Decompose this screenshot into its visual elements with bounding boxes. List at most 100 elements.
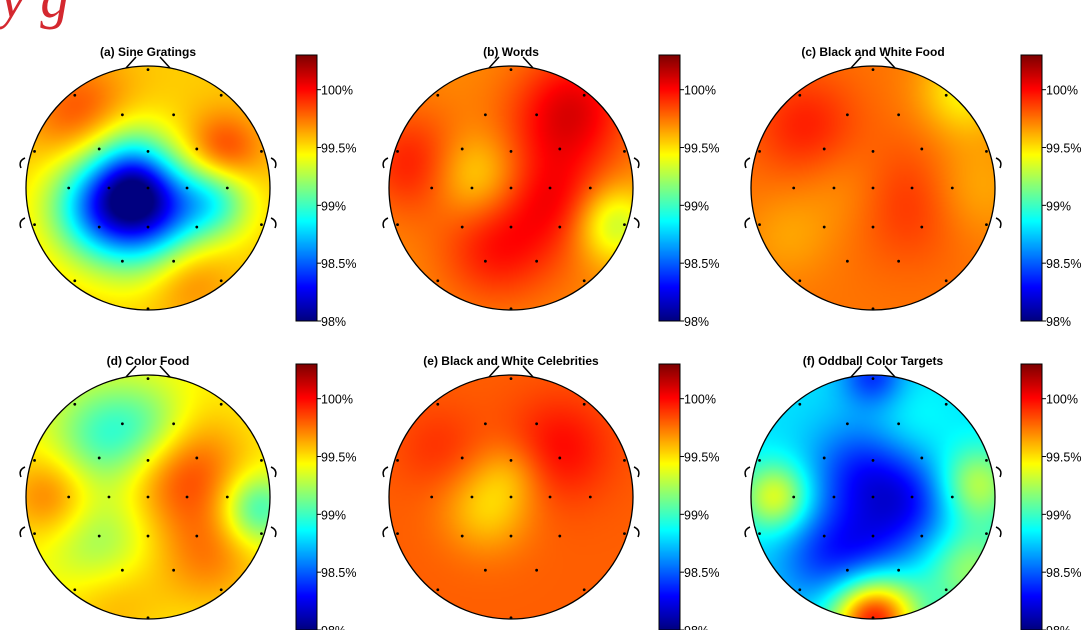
electrode-dot	[120, 259, 124, 263]
electrode-dot	[146, 225, 150, 229]
electrode-dot	[509, 68, 513, 72]
electrode-dot	[582, 402, 586, 406]
right-ear-marker	[633, 466, 640, 538]
electrode-dot	[430, 495, 434, 499]
electrode-dot	[146, 616, 150, 620]
electrode-dot	[944, 279, 948, 283]
topomap-panel: (d) Color Food 100% 99.5% 99% 98.5% 98%	[19, 354, 356, 630]
colorbar-tick-label: 100%	[1046, 393, 1078, 407]
electrode-dot	[97, 534, 101, 538]
electrode-dot	[73, 588, 77, 592]
electrode-dot	[832, 495, 836, 499]
electrode-dot	[436, 588, 440, 592]
electrode-dot	[260, 459, 263, 462]
electrode-dot	[897, 113, 901, 117]
electrode-dot	[172, 113, 176, 117]
electrode-dot	[107, 186, 111, 190]
electrode-dot	[558, 534, 562, 538]
electrode-dot	[623, 459, 626, 462]
colorbar-frame	[658, 363, 681, 630]
electrode-dot	[944, 588, 948, 592]
topomap-panel: (a) Sine Gratings 100% 99.5% 99% 98.5% 98%	[19, 45, 356, 329]
electrode-dot	[535, 568, 539, 572]
electrode-dot	[845, 113, 849, 117]
electrode-dot	[460, 456, 464, 460]
electrode-dot	[623, 223, 626, 227]
electrode-dot	[582, 279, 586, 283]
electrode-dot	[195, 534, 199, 538]
electrode-dot	[897, 259, 901, 263]
colorbar-tick-label: 100%	[321, 84, 353, 98]
electrode-dot	[822, 456, 826, 460]
electrode-dot	[195, 225, 199, 229]
nose-marker	[850, 365, 896, 378]
right-ear-marker	[270, 466, 277, 538]
electrode-dot	[758, 150, 761, 153]
electrode-dot	[260, 532, 263, 535]
electrode-dot	[897, 568, 901, 572]
electrode-dot	[120, 113, 124, 117]
electrode-dot	[146, 150, 150, 153]
electrode-dot	[798, 93, 802, 97]
colorbar-tick-label: 98.5%	[684, 566, 719, 580]
electrode-dot	[146, 459, 150, 462]
colorbar-tick-label: 99.5%	[684, 451, 719, 465]
electrode-dot	[588, 186, 592, 190]
electrode-dot	[460, 225, 464, 229]
electrode-dot	[185, 495, 189, 499]
colorbar-tick-label: 98%	[684, 624, 709, 630]
colorbar-tick-label: 99.5%	[684, 142, 719, 156]
electrode-dot	[509, 150, 513, 153]
electrode-dot	[758, 223, 761, 227]
left-ear-marker	[744, 466, 751, 538]
electrode-dot	[985, 223, 988, 227]
colorbar-tick-label: 98%	[1046, 624, 1071, 630]
electrode-dot	[944, 93, 948, 97]
electrode-dot	[910, 495, 914, 499]
electrode-dot	[758, 532, 761, 535]
electrode-dot	[67, 186, 71, 190]
electrode-dot	[871, 495, 875, 499]
electrode-dot	[798, 402, 802, 406]
electrode-dot	[509, 377, 513, 381]
colorbar-tick-label: 98.5%	[1046, 566, 1081, 580]
electrode-dot	[97, 225, 101, 229]
electrode-dot	[832, 186, 836, 190]
electrode-dot	[985, 459, 988, 462]
electrode-dot	[396, 223, 399, 227]
colorbar-tick-label: 98%	[321, 315, 346, 329]
right-ear-marker	[270, 157, 277, 229]
electrode-dot	[33, 459, 36, 462]
colorbar-tick-label: 98.5%	[684, 257, 719, 271]
left-ear-marker	[382, 466, 389, 538]
electrode-dot	[871, 150, 875, 153]
electrode-dot	[219, 93, 223, 97]
colorbar-frame	[295, 363, 318, 630]
right-ear-marker	[995, 466, 1002, 538]
electrode-dot	[985, 150, 988, 153]
electrode-dot	[798, 279, 802, 283]
panel-title: (a) Sine Gratings	[100, 45, 196, 59]
electrode-dot	[225, 186, 229, 190]
electrode-dot	[146, 68, 150, 72]
colorbar-frame	[1020, 363, 1043, 630]
colorbar-tick-label: 99%	[1046, 199, 1071, 213]
left-ear-marker	[19, 157, 26, 229]
electrode-dot	[146, 495, 150, 499]
electrode-dot	[582, 588, 586, 592]
electrode-dot	[73, 279, 77, 283]
colorbar-frame	[1020, 54, 1043, 322]
electrode-dot	[950, 495, 954, 499]
electrode-dot	[146, 307, 150, 311]
topomap-panel: (f) Oddball Color Targets 100% 99.5% 99% 98.…	[744, 354, 1081, 630]
electrode-dot	[460, 147, 464, 151]
electrode-dot	[483, 422, 487, 426]
nose-marker	[850, 56, 896, 69]
electrode-dot	[792, 186, 796, 190]
panel-title: (d) Color Food	[107, 354, 190, 368]
electrode-dot	[33, 532, 36, 535]
electrode-dot	[798, 588, 802, 592]
panel-title: (e) Black and White Celebrities	[423, 354, 599, 368]
electrode-dot	[845, 568, 849, 572]
